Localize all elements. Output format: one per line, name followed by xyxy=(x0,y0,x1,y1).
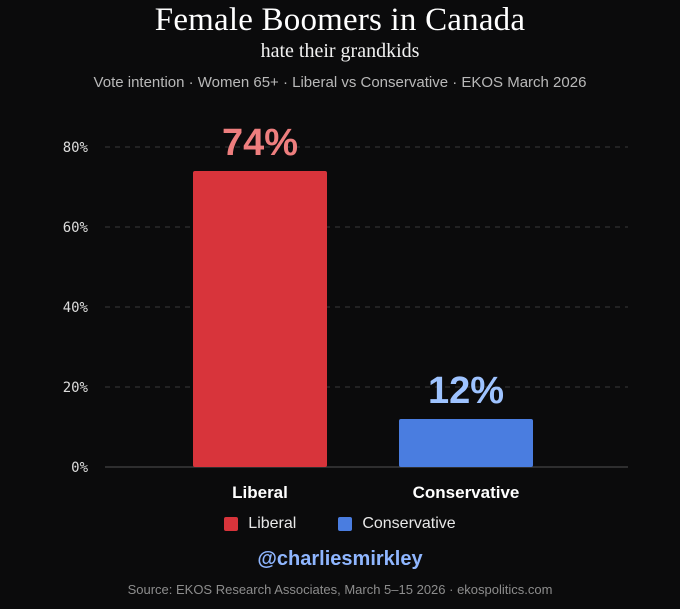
value-label-liberal: 74% xyxy=(222,122,298,164)
chart-caption: Vote intention · Women 65+ · Liberal vs … xyxy=(93,74,587,91)
bar-conservative xyxy=(399,419,533,467)
value-label-conservative: 12% xyxy=(428,370,504,412)
legend-swatch-conservative xyxy=(338,517,353,531)
chart-subtitle: hate their grandkids xyxy=(260,40,420,62)
legend-swatch-liberal xyxy=(224,517,239,531)
y-tick-label: 0% xyxy=(71,460,88,476)
x-tick-label-conservative: Conservative xyxy=(413,483,520,502)
y-tick-label: 20% xyxy=(63,380,89,396)
legend-item-liberal: Liberal xyxy=(224,515,296,533)
author-handle: @charliesmirkley xyxy=(257,548,423,570)
legend-label-liberal: Liberal xyxy=(248,515,297,532)
chart-legend: Liberal Conservative xyxy=(0,515,680,533)
y-tick-label: 40% xyxy=(63,300,89,316)
legend-label-conservative: Conservative xyxy=(362,515,456,532)
chart-title: Female Boomers in Canada xyxy=(154,2,526,38)
y-tick-label: 80% xyxy=(63,140,89,156)
bar-liberal xyxy=(193,171,327,467)
x-tick-label-liberal: Liberal xyxy=(232,483,288,502)
legend-item-conservative: Conservative xyxy=(338,515,456,533)
y-tick-label: 60% xyxy=(63,220,89,236)
bar-chart: 0% 20% 40% 60% 80% 74% Liberal 12% Conservative xyxy=(63,122,628,502)
source-note: Source: EKOS Research Associates, March … xyxy=(127,582,553,597)
